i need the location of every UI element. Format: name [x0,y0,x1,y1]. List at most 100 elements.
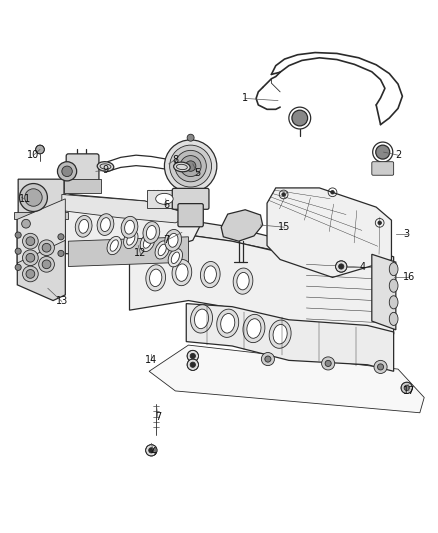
Text: 15: 15 [278,222,291,232]
Circle shape [149,448,154,453]
Polygon shape [186,304,394,372]
Ellipse shape [75,215,92,237]
Ellipse shape [97,161,114,171]
Text: 16: 16 [403,272,415,282]
Text: 4: 4 [360,262,366,271]
Ellipse shape [158,244,166,256]
Ellipse shape [389,296,398,309]
Polygon shape [18,179,64,220]
Circle shape [22,233,38,249]
Polygon shape [130,235,394,334]
Circle shape [187,134,194,141]
Ellipse shape [172,260,192,286]
Circle shape [42,260,51,269]
Circle shape [265,356,271,362]
FancyBboxPatch shape [178,204,203,227]
Ellipse shape [217,309,239,337]
Ellipse shape [269,320,291,348]
Ellipse shape [173,162,190,172]
Circle shape [170,145,212,187]
Circle shape [339,265,343,268]
Ellipse shape [107,237,121,255]
Ellipse shape [146,225,156,239]
Text: 9: 9 [102,165,109,175]
Ellipse shape [221,313,235,333]
Ellipse shape [143,237,152,248]
Ellipse shape [194,309,208,329]
Circle shape [39,240,54,256]
Ellipse shape [176,264,188,281]
Text: 6: 6 [163,200,170,211]
Ellipse shape [97,214,114,236]
Circle shape [22,266,38,282]
Polygon shape [68,237,188,266]
Circle shape [57,161,77,181]
Text: 17: 17 [403,386,415,396]
Circle shape [404,385,410,391]
Ellipse shape [155,241,170,259]
Text: 5: 5 [194,168,200,177]
Text: 7: 7 [155,412,161,422]
Text: 2: 2 [395,150,401,160]
FancyBboxPatch shape [172,188,209,209]
Ellipse shape [204,266,216,284]
Circle shape [21,220,30,228]
Polygon shape [267,188,392,277]
Circle shape [58,251,64,256]
Ellipse shape [168,233,178,247]
Ellipse shape [79,220,88,233]
Ellipse shape [389,263,398,276]
Circle shape [58,234,64,240]
Ellipse shape [155,193,173,204]
Text: 1: 1 [242,93,248,103]
Ellipse shape [247,319,261,338]
Ellipse shape [121,216,138,238]
Ellipse shape [124,230,138,248]
Circle shape [26,253,35,262]
Circle shape [190,353,195,359]
Circle shape [374,360,387,374]
Circle shape [187,359,198,370]
Ellipse shape [165,230,181,251]
Ellipse shape [143,222,160,243]
Circle shape [378,364,384,370]
FancyBboxPatch shape [372,161,394,175]
Ellipse shape [243,314,265,343]
Polygon shape [130,221,394,266]
Ellipse shape [171,252,180,263]
Polygon shape [18,195,201,258]
Polygon shape [372,254,396,330]
Circle shape [376,145,390,159]
Circle shape [42,244,51,252]
Circle shape [175,150,206,182]
Circle shape [25,189,42,206]
Text: 4: 4 [150,447,156,457]
Polygon shape [17,220,65,301]
Circle shape [292,110,307,126]
Circle shape [22,250,38,265]
Circle shape [325,360,331,367]
Text: 10: 10 [27,150,39,160]
Circle shape [190,362,195,367]
Circle shape [187,350,198,362]
Circle shape [26,270,35,278]
Circle shape [26,237,35,246]
Polygon shape [62,195,193,223]
Polygon shape [147,190,182,207]
Ellipse shape [149,269,162,287]
Circle shape [282,193,286,196]
Ellipse shape [191,305,212,333]
Ellipse shape [233,268,253,294]
Ellipse shape [273,325,287,344]
Text: 3: 3 [404,229,410,239]
Circle shape [146,445,157,456]
Circle shape [15,232,21,238]
Ellipse shape [110,240,118,251]
Polygon shape [17,195,65,264]
Circle shape [261,352,275,366]
Ellipse shape [146,265,166,291]
Text: 14: 14 [145,356,157,365]
Ellipse shape [389,312,398,326]
Circle shape [19,183,47,212]
Circle shape [180,156,201,176]
